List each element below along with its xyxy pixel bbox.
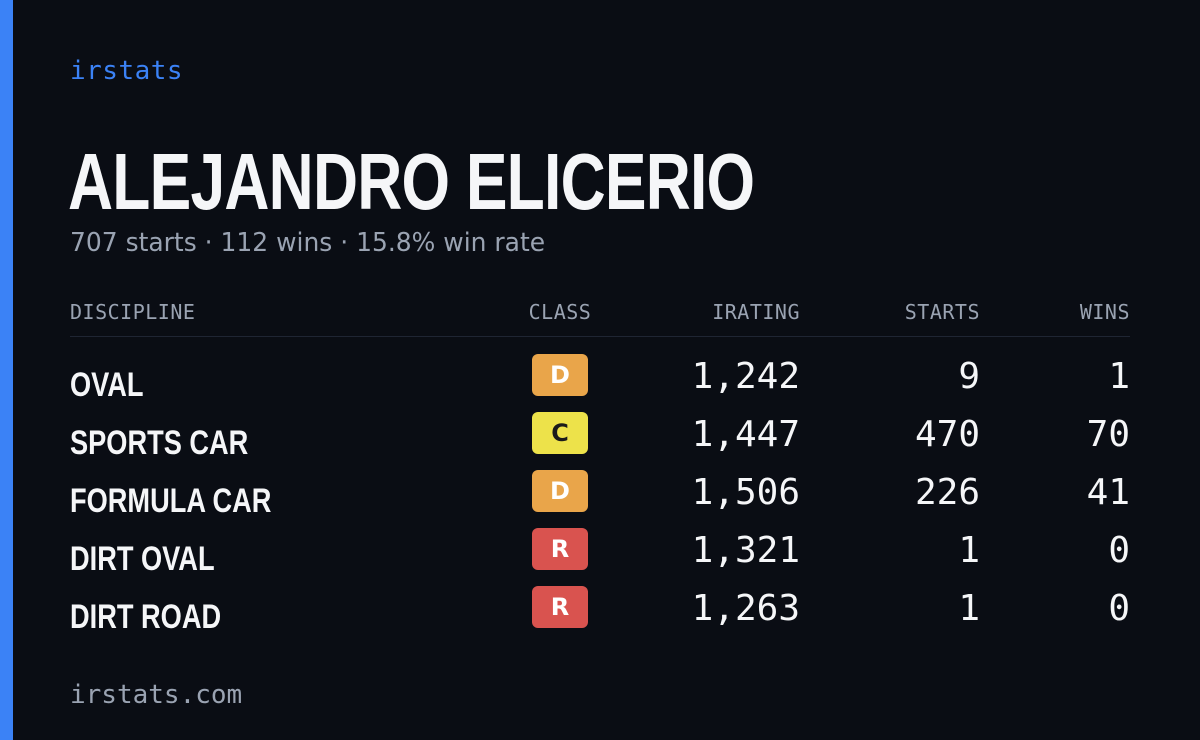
starts-value: 226 bbox=[914, 472, 980, 513]
header-starts: STARTS bbox=[904, 300, 980, 324]
irating-value: 1,321 bbox=[691, 530, 800, 571]
table-row: OVAL D 1,242 9 1 bbox=[70, 354, 1130, 412]
wins-value: 70 bbox=[1086, 414, 1130, 455]
license-class-badge: D bbox=[532, 470, 588, 512]
driver-name: ALEJANDRO ELICERIO bbox=[68, 137, 755, 226]
wins-value: 0 bbox=[1108, 588, 1130, 629]
header-wins: WINS bbox=[1079, 300, 1130, 324]
header-irating: IRATING bbox=[712, 300, 800, 324]
accent-bar bbox=[0, 0, 13, 740]
discipline-name: SPORTS CAR bbox=[70, 424, 249, 462]
license-class-badge: C bbox=[532, 412, 588, 454]
starts-value: 9 bbox=[958, 356, 980, 397]
discipline-name: DIRT OVAL bbox=[70, 540, 215, 578]
table-header: DISCIPLINE CLASS IRATING STARTS WINS bbox=[70, 296, 1130, 337]
wins-value: 1 bbox=[1108, 356, 1130, 397]
table-row: FORMULA CAR D 1,506 226 41 bbox=[70, 470, 1130, 528]
discipline-name: FORMULA CAR bbox=[70, 482, 272, 520]
discipline-name: DIRT ROAD bbox=[70, 598, 222, 636]
starts-value: 470 bbox=[914, 414, 980, 455]
irating-value: 1,506 bbox=[691, 472, 800, 513]
license-class-badge: R bbox=[532, 528, 588, 570]
career-summary: 707 starts · 112 wins · 15.8% win rate bbox=[70, 228, 546, 258]
header-discipline: DISCIPLINE bbox=[70, 300, 196, 324]
license-class-badge: R bbox=[532, 586, 588, 628]
table-row: DIRT ROAD R 1,263 1 0 bbox=[70, 586, 1130, 644]
brand-logo[interactable]: irstats bbox=[70, 56, 184, 86]
header-class: CLASS bbox=[528, 300, 592, 324]
wins-value: 0 bbox=[1108, 530, 1130, 571]
table-row: DIRT OVAL R 1,321 1 0 bbox=[70, 528, 1130, 586]
irating-value: 1,242 bbox=[691, 356, 800, 397]
discipline-table: DISCIPLINE CLASS IRATING STARTS WINS OVA… bbox=[70, 296, 1130, 636]
discipline-name: OVAL bbox=[70, 366, 144, 404]
starts-value: 1 bbox=[958, 588, 980, 629]
irating-value: 1,263 bbox=[691, 588, 800, 629]
footer-url[interactable]: irstats.com bbox=[70, 680, 243, 710]
irating-value: 1,447 bbox=[691, 414, 800, 455]
table-row: SPORTS CAR C 1,447 470 70 bbox=[70, 412, 1130, 470]
wins-value: 41 bbox=[1086, 472, 1130, 513]
starts-value: 1 bbox=[958, 530, 980, 571]
license-class-badge: D bbox=[532, 354, 588, 396]
